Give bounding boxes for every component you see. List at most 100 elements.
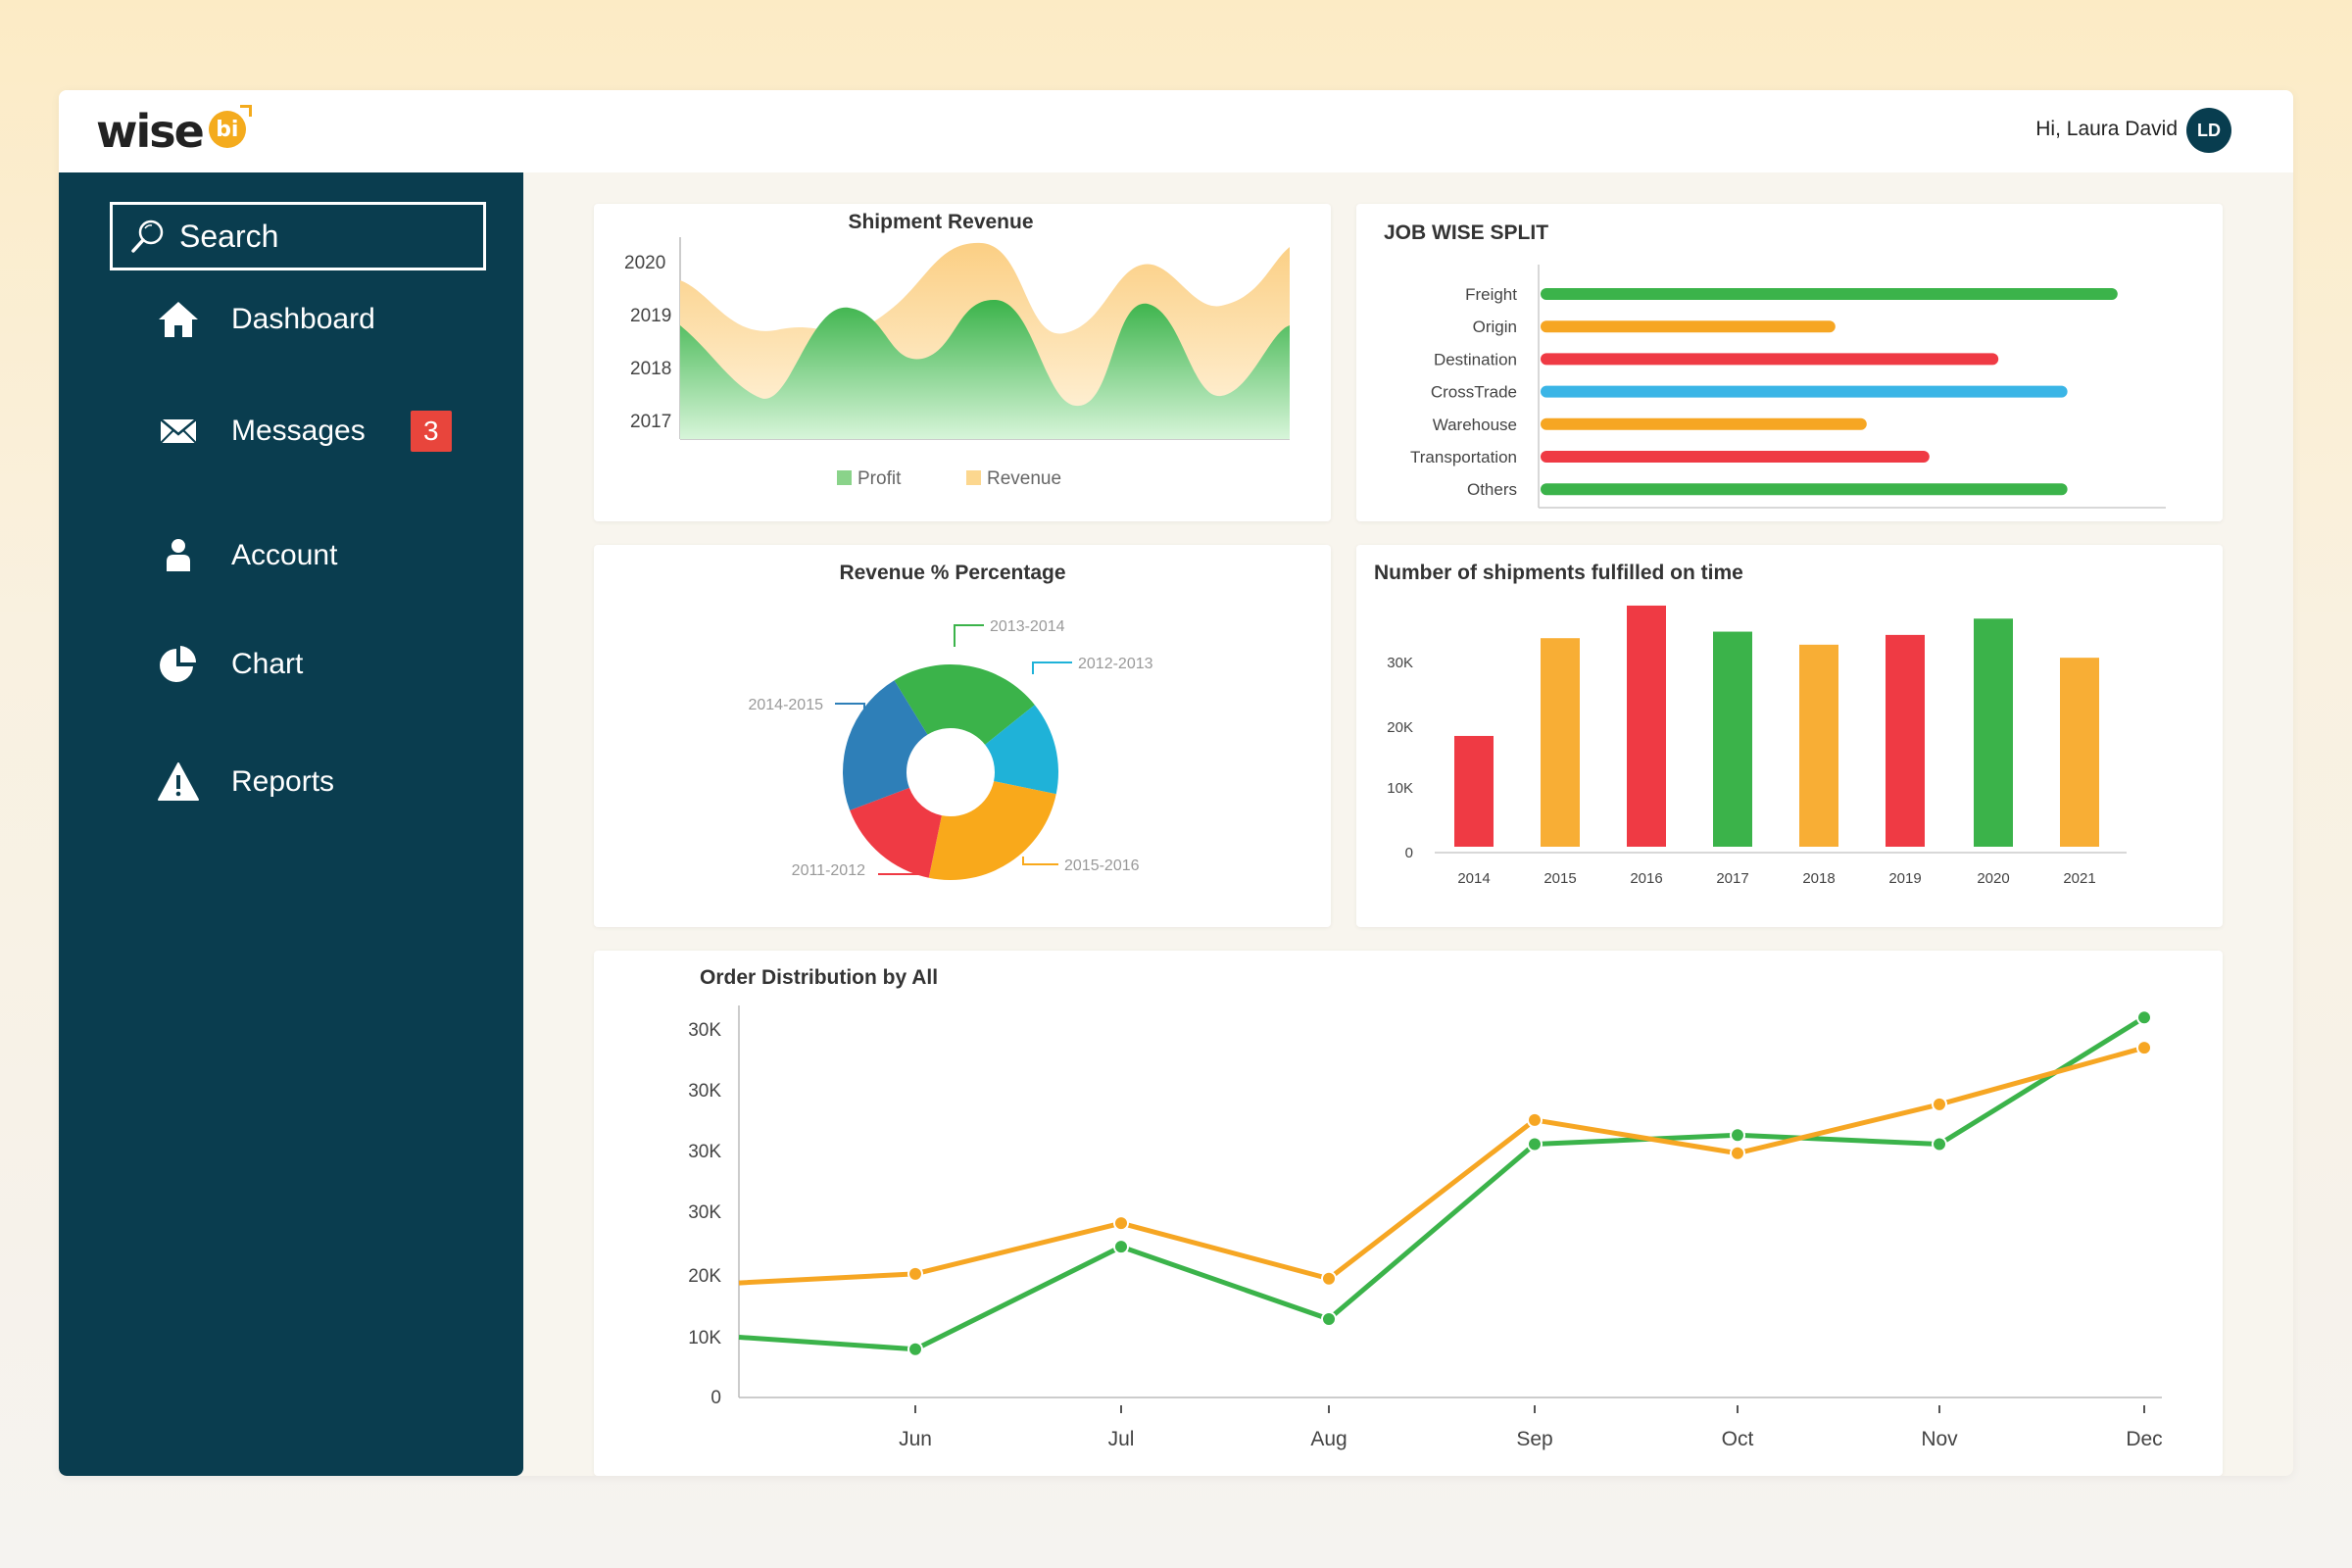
bar [1541, 353, 1999, 366]
bar [1713, 631, 1752, 847]
x-tick: 2018 [1802, 870, 1835, 887]
x-tick: Dec [2126, 1428, 2162, 1450]
leader-line [954, 624, 984, 647]
chart-title: Order Distribution by All [700, 966, 938, 989]
y-tick: 30K [688, 1142, 721, 1162]
x-tick: Jul [1108, 1428, 1135, 1450]
data-point[interactable] [907, 1341, 923, 1357]
warning-icon [157, 760, 200, 804]
data-point[interactable] [1113, 1239, 1129, 1255]
data-point[interactable] [1527, 1136, 1543, 1152]
category-label: Destination [1434, 350, 1517, 368]
order-distribution-card: Order Distribution by All 0 10K 20K 30K 30K 3… [594, 951, 2223, 1476]
y-tick: 30K [1387, 655, 1413, 671]
category-label: Freight [1465, 285, 1517, 304]
data-point[interactable] [907, 1265, 923, 1282]
y-tick: 10K [1387, 780, 1413, 797]
x-tick: 2017 [1716, 870, 1748, 887]
y-tick: 20K [688, 1266, 721, 1287]
x-tick: Oct [1722, 1428, 1754, 1450]
data-point[interactable] [2136, 1040, 2152, 1056]
y-tick: 30K [688, 1020, 721, 1041]
data-point[interactable] [1527, 1111, 1543, 1128]
app-window: wise bi Hi, Laura David LD Search Dashbo… [59, 90, 2293, 1476]
x-tick: Sep [1516, 1428, 1552, 1450]
revenue-percentage-card: Revenue % Percentage 2013-2014 2012-2013… [594, 545, 1331, 927]
slice-label: 2014-2015 [748, 697, 823, 713]
y-tick: 30K [688, 1081, 721, 1102]
y-tick: 30K [688, 1202, 721, 1223]
shipments-fulfilled-chart: Number of shipments fulfilled on time 0 1… [1374, 562, 2127, 887]
sidebar-item-label: Dashboard [231, 303, 375, 335]
user-icon [157, 534, 200, 577]
bar [1974, 618, 2013, 847]
category-label: CrossTrade [1431, 383, 1517, 402]
pie-slice [850, 787, 942, 878]
bar [1886, 634, 1925, 847]
bar [1454, 735, 1494, 847]
sidebar-item-reports[interactable]: Reports [157, 760, 334, 804]
sidebar-item-label: Account [231, 539, 338, 571]
bar [2060, 658, 2099, 847]
slice-label: 2013-2014 [990, 618, 1065, 635]
leader-line [1022, 857, 1058, 865]
profit-area [680, 299, 1290, 439]
y-tick: 2018 [630, 359, 671, 379]
bar [1541, 417, 1867, 430]
chart-title: JOB WISE SPLIT [1384, 221, 1548, 244]
y-tick: 2017 [630, 412, 671, 432]
mail-icon [157, 410, 200, 453]
shipment-revenue-chart: Shipment Revenue 2020 2019 2018 2017 Pro… [624, 211, 1290, 489]
sidebar-item-messages[interactable]: Messages 3 [157, 410, 452, 453]
category-label: Origin [1473, 318, 1517, 336]
unread-count-badge: 3 [410, 411, 452, 452]
pie-slice [928, 781, 1056, 880]
legend-profit-swatch [837, 470, 852, 485]
data-point[interactable] [2136, 1009, 2152, 1026]
chart-title: Number of shipments fulfilled on time [1374, 562, 1743, 584]
y-tick: 2020 [624, 253, 665, 273]
y-tick: 2019 [630, 306, 671, 326]
search-placeholder: Search [179, 218, 279, 254]
leader-line [835, 703, 865, 737]
sidebar-item-dashboard[interactable]: Dashboard [157, 298, 375, 341]
slice-label: 2011-2012 [792, 862, 865, 879]
top-bar: wise bi Hi, Laura David LD [59, 90, 2293, 172]
logo-corner-icon [239, 105, 252, 117]
x-tick: Nov [1921, 1428, 1958, 1450]
y-tick: 10K [688, 1328, 721, 1348]
data-point[interactable] [1730, 1145, 1745, 1161]
avatar[interactable]: LD [2186, 108, 2231, 153]
bar [1541, 638, 1580, 847]
pie-slice [985, 705, 1058, 795]
bar [1541, 288, 2118, 300]
search-input[interactable]: Search [110, 202, 486, 270]
x-tick: Jun [899, 1428, 932, 1450]
legend-revenue-swatch [966, 470, 981, 485]
order-distribution-chart: Order Distribution by All 0 10K 20K 30K 30K 3… [688, 966, 2162, 1450]
revenue-percentage-chart: Revenue % Percentage 2013-2014 2012-2013… [748, 562, 1153, 880]
data-point[interactable] [1730, 1127, 1745, 1144]
data-point[interactable] [1932, 1096, 1947, 1112]
x-tick: 2020 [1977, 870, 2009, 887]
slice-label: 2015-2016 [1064, 858, 1140, 874]
bar [1541, 451, 1930, 463]
series-line [738, 1045, 2145, 1286]
x-tick: 2021 [2063, 870, 2095, 887]
data-point[interactable] [1321, 1270, 1337, 1287]
sidebar-item-chart[interactable]: Chart [157, 643, 303, 686]
chart-title: Revenue % Percentage [839, 562, 1065, 584]
category-label: Others [1467, 480, 1517, 499]
data-point[interactable] [1932, 1136, 1947, 1152]
job-wise-split-card: JOB WISE SPLIT Freight Origin Destination C… [1356, 204, 2223, 521]
search-icon [131, 220, 164, 253]
logo-badge: bi [208, 105, 252, 148]
x-tick: 2014 [1457, 870, 1490, 887]
home-icon [157, 298, 200, 341]
data-point[interactable] [1113, 1215, 1129, 1232]
sidebar-item-account[interactable]: Account [157, 534, 337, 577]
logo[interactable]: wise bi [96, 104, 252, 159]
leader-line [878, 858, 920, 875]
data-point[interactable] [1321, 1311, 1337, 1327]
shipment-revenue-card: Shipment Revenue 2020 2019 2018 2017 Pro… [594, 204, 1331, 521]
